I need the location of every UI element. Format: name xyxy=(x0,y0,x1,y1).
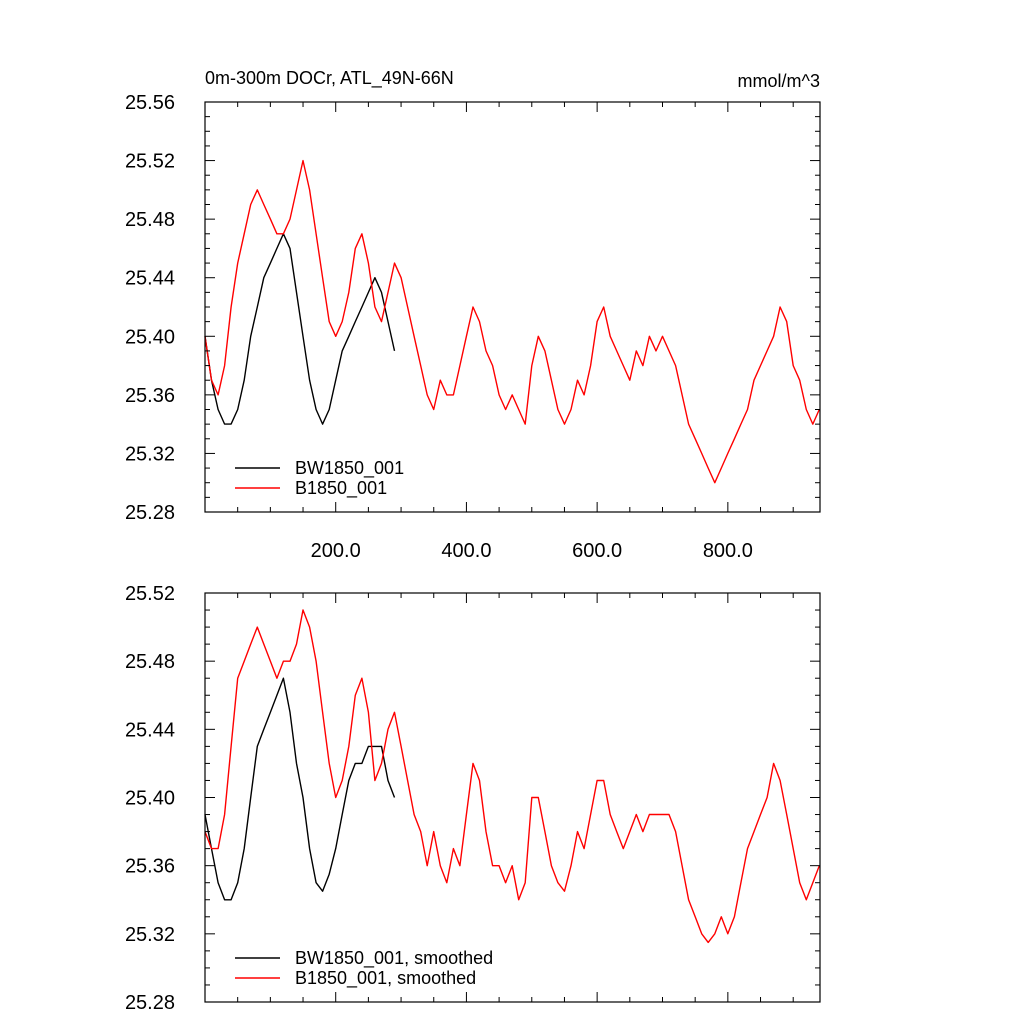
top-units-label: mmol/m^3 xyxy=(738,71,820,91)
bottom-panel: 25.28 25.32 25.36 25.40 25.44 25.48 25.52 BW185… xyxy=(125,583,821,1014)
bottom-y-tick-label: 25.40 xyxy=(125,788,175,810)
bottom-series-line-1 xyxy=(204,677,396,901)
top-x-tick-label: 400.0 xyxy=(441,540,491,562)
top-y-tick-label: 25.40 xyxy=(125,326,175,348)
top-y-tick-label: 25.44 xyxy=(125,268,175,290)
top-plot-frame xyxy=(204,101,821,513)
top-y-tick-label: 25.48 xyxy=(125,209,175,231)
top-chart-title: 0m-300m DOCr, ATL_49N-66N xyxy=(205,68,454,89)
top-legend-label-2: B1850_001 xyxy=(295,478,387,499)
top-x-tick-label: 800.0 xyxy=(703,540,753,562)
bottom-plot-frame xyxy=(204,592,821,1003)
bottom-series-line-2 xyxy=(204,609,820,944)
top-y-tick-label: 25.32 xyxy=(125,443,175,465)
bottom-y-tick-label: 25.36 xyxy=(125,856,175,878)
top-y-tick-label: 25.56 xyxy=(125,92,175,114)
top-series-line-2 xyxy=(204,159,820,484)
bottom-y-tick-label: 25.28 xyxy=(125,992,175,1014)
top-panel: 200.0 400.0 600.0 800.0 25.28 25.32 25.36 25.40… xyxy=(125,68,821,562)
bottom-legend-label-2: B1850_001, smoothed xyxy=(295,968,476,989)
bottom-legend-label-1: BW1850_001, smoothed xyxy=(295,948,493,969)
bottom-y-tick-label: 25.32 xyxy=(125,924,175,946)
bottom-y-tick-label: 25.48 xyxy=(125,651,175,673)
bottom-y-tick-label: 25.52 xyxy=(125,583,175,605)
top-legend-label-1: BW1850_001 xyxy=(295,458,404,479)
top-y-tick-label: 25.28 xyxy=(125,502,175,524)
top-y-tick-label: 25.36 xyxy=(125,385,175,407)
top-series-line-1 xyxy=(204,233,396,425)
top-x-tick-label: 600.0 xyxy=(572,540,622,562)
top-x-tick-label: 200.0 xyxy=(311,540,361,562)
top-y-tick-label: 25.52 xyxy=(125,151,175,173)
bottom-y-tick-label: 25.44 xyxy=(125,719,175,741)
